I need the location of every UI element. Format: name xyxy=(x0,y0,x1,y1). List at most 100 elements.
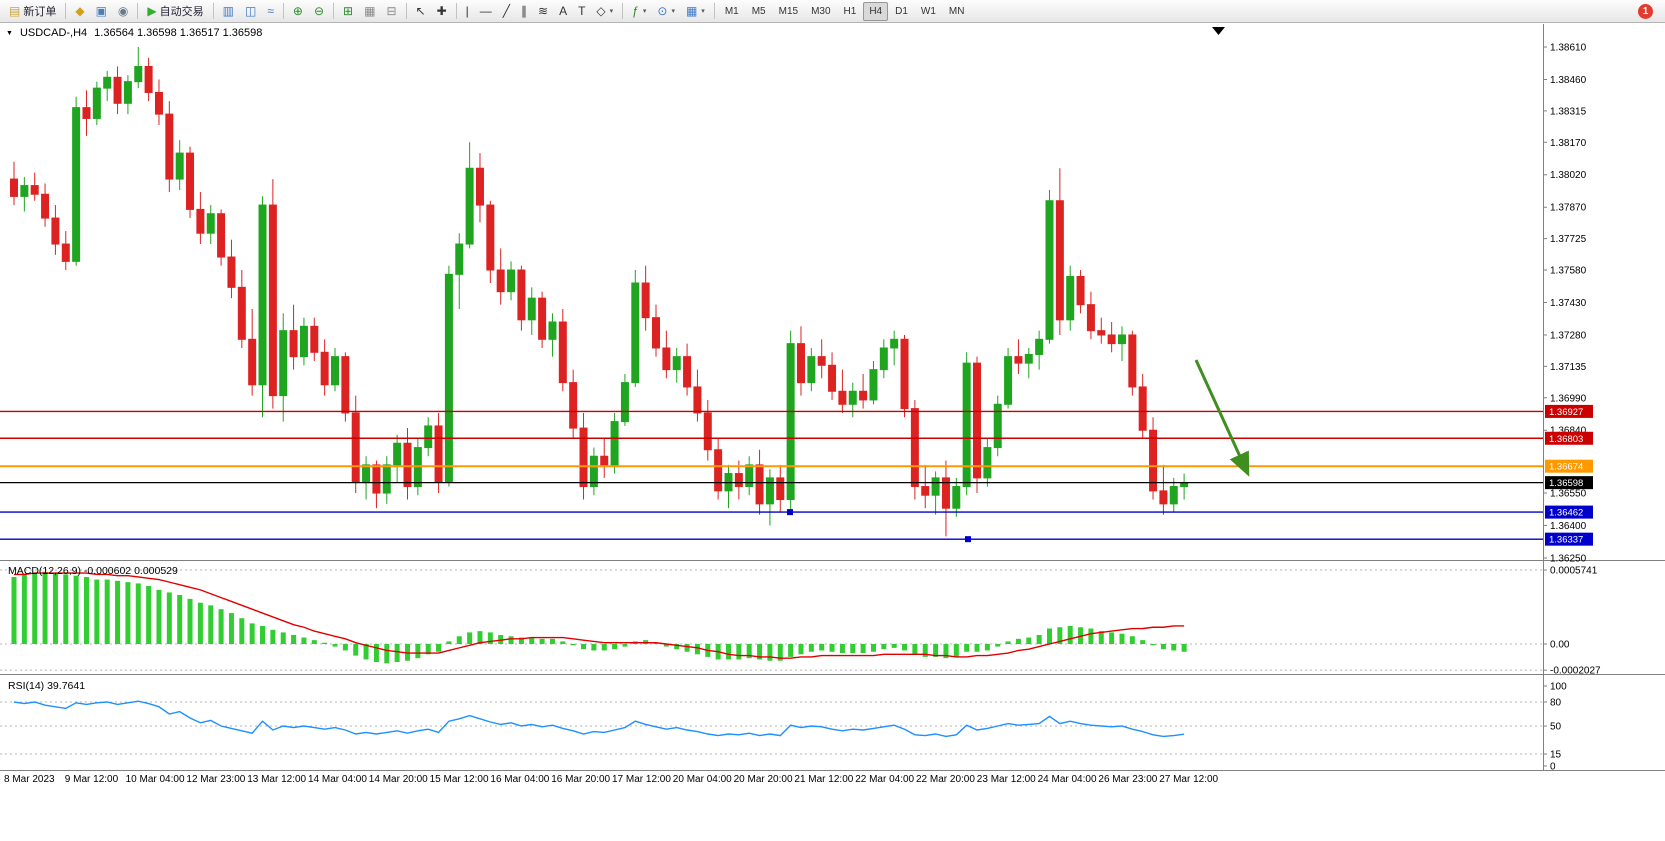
timeframe-m5-button[interactable]: M5 xyxy=(746,2,772,21)
candle-body xyxy=(72,107,81,262)
candle-body xyxy=(475,167,484,206)
price-axis-label: 1.38315 xyxy=(1550,106,1587,117)
chart-candles-button[interactable]: ◫ xyxy=(240,2,261,21)
hline-button[interactable]: — xyxy=(475,2,497,21)
macd-histogram-bar xyxy=(891,644,897,648)
candle-body xyxy=(299,325,308,358)
tile-windows-button[interactable]: ⊞ xyxy=(338,2,358,21)
shapes-button[interactable]: ◇ ▾ xyxy=(591,2,618,21)
timeframe-m1-button[interactable]: M1 xyxy=(719,2,745,21)
candle-body xyxy=(1045,200,1054,340)
macd-histogram-bar xyxy=(415,644,421,659)
macd-histogram-bar xyxy=(342,644,348,651)
price-tag-label: 1.36803 xyxy=(1549,434,1583,445)
new-order-button[interactable]: ▤ 新订单 xyxy=(4,2,61,21)
trend-arrow-annotation[interactable] xyxy=(1194,359,1250,477)
market-watch-button[interactable]: ◆ xyxy=(70,2,89,21)
candle-body xyxy=(890,338,899,349)
toolbar-separator xyxy=(333,3,335,19)
timeframe-w1-button[interactable]: W1 xyxy=(915,2,942,21)
timeframe-m15-button[interactable]: M15 xyxy=(773,2,804,21)
label-button[interactable]: T xyxy=(573,2,590,21)
timeframe-mn-button[interactable]: MN xyxy=(943,2,971,21)
data-window-button[interactable]: ▣ xyxy=(91,2,112,21)
macd-histogram-bar xyxy=(52,573,58,644)
macd-histogram-bar xyxy=(684,644,690,652)
timeframe-h4-button[interactable]: H4 xyxy=(863,1,889,21)
chart-bars-button[interactable]: ▥ xyxy=(218,2,239,21)
zoom-out-button[interactable]: ⊖ xyxy=(309,2,329,21)
tile-windows-icon: ⊞ xyxy=(343,4,354,18)
macd-histogram-bar xyxy=(332,644,338,647)
trendline-button[interactable]: ╱ xyxy=(498,2,515,21)
macd-histogram-bar xyxy=(135,583,141,644)
candle-body xyxy=(30,185,39,195)
candle-body xyxy=(1169,486,1178,505)
macd-histogram-bar xyxy=(870,644,876,652)
timeframe-d1-button[interactable]: D1 xyxy=(889,2,914,21)
macd-histogram-bar xyxy=(260,625,266,644)
time-axis-label: 14 Mar 04:00 xyxy=(308,774,367,785)
indicators-button[interactable]: ƒ ▾ xyxy=(627,2,651,21)
crosshair-button[interactable]: ✚ xyxy=(432,2,452,21)
candle-body xyxy=(10,178,18,197)
rsi-axis-label: 0 xyxy=(1550,762,1556,773)
candle-body xyxy=(848,390,857,405)
macd-histogram-bar xyxy=(570,644,576,646)
macd-histogram-bar xyxy=(798,644,804,655)
price-axis-label: 1.37725 xyxy=(1550,234,1587,245)
arrange-windows-button[interactable]: ⊟ xyxy=(381,2,401,21)
candle-body xyxy=(82,107,91,119)
text-button[interactable]: A xyxy=(554,2,572,21)
cascade-windows-button[interactable]: ▦ xyxy=(359,2,380,21)
candle-body xyxy=(134,65,143,83)
macd-histogram-bar xyxy=(425,644,431,655)
crosshair-icon: ✚ xyxy=(436,4,447,18)
chart-shift-marker[interactable] xyxy=(1212,27,1225,35)
price-axis-label: 1.37280 xyxy=(1550,330,1587,341)
price-axis-label: 1.36400 xyxy=(1550,521,1587,532)
time-axis-label: 22 Mar 20:00 xyxy=(916,774,975,785)
alerts-button[interactable]: ◉ xyxy=(113,2,133,21)
channel-button[interactable]: ∥ xyxy=(516,2,532,21)
new-order-button-label: 新订单 xyxy=(23,6,57,18)
price-axis-label: 1.38460 xyxy=(1550,75,1587,86)
hline-handle[interactable] xyxy=(787,509,793,516)
candles-layer[interactable] xyxy=(10,47,1189,537)
macd-histogram-bar xyxy=(42,571,48,644)
price-axis-label: 1.38020 xyxy=(1550,170,1587,181)
macd-histogram-bar xyxy=(94,579,100,644)
candle-body xyxy=(931,477,940,496)
price-axis-label: 1.38610 xyxy=(1550,43,1587,54)
chart-line-button[interactable]: ≈ xyxy=(262,2,279,21)
periods-button[interactable]: ⊙ ▾ xyxy=(652,2,680,21)
auto-trading-button-label: 自动交易 xyxy=(159,6,204,18)
macd-histogram-bar xyxy=(912,644,918,655)
cursor-button[interactable]: ↖ xyxy=(411,2,431,21)
notification-badge[interactable]: 1 xyxy=(1638,3,1653,19)
candle-body xyxy=(921,486,930,496)
candle-body xyxy=(765,477,774,505)
candle-body xyxy=(672,356,681,371)
templates-button[interactable]: ▦ ▾ xyxy=(681,2,710,21)
zoom-in-button[interactable]: ⊕ xyxy=(288,2,308,21)
candle-body xyxy=(527,297,536,321)
timeframe-h1-button[interactable]: H1 xyxy=(838,2,863,21)
candle-body xyxy=(983,447,992,479)
candle-body xyxy=(279,330,288,397)
auto-trading-button[interactable]: ▶ 自动交易 xyxy=(142,2,208,21)
hline-handle[interactable] xyxy=(965,536,971,543)
chart-symbol-period: USDCAD-,H4 xyxy=(19,27,88,39)
macd-histogram-bar xyxy=(622,644,628,647)
fibonacci-button[interactable]: ≋ xyxy=(533,2,553,21)
zoom-out-icon: ⊖ xyxy=(313,4,325,18)
vline-button[interactable]: | xyxy=(461,2,474,21)
timeframe-m30-button[interactable]: M30 xyxy=(805,2,836,21)
macd-histogram-bar xyxy=(208,605,214,644)
symbol-dropdown-icon[interactable]: ▼ xyxy=(6,29,13,37)
macd-histogram-bar xyxy=(1109,632,1115,644)
candle-body xyxy=(569,382,578,429)
text-icon: A xyxy=(559,4,568,18)
candle-body xyxy=(517,269,526,321)
